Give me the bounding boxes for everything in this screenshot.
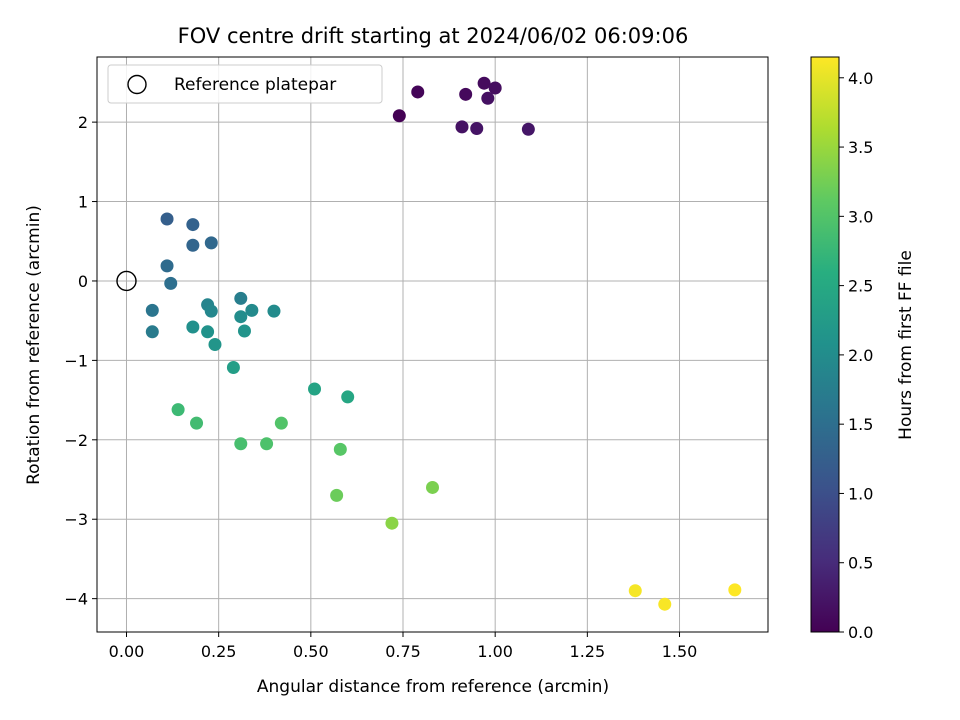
- colorbar-gradient: [810, 56, 840, 633]
- data-point: [267, 304, 281, 318]
- data-point: [330, 488, 344, 502]
- x-axis-ticks: 0.00 0.25 0.50 0.75 1.00 1.25 1.50: [109, 632, 698, 661]
- y-tick-label: −4: [64, 590, 88, 609]
- data-point: [145, 303, 159, 317]
- data-point: [171, 403, 185, 417]
- y-tick-label: −3: [64, 510, 88, 529]
- data-point: [186, 238, 200, 252]
- x-tick-label: 0.75: [385, 642, 421, 661]
- data-point: [341, 390, 355, 404]
- data-point: [333, 442, 347, 456]
- colorbar-ticks: 0.0 0.5 1.0 1.5 2.0 2.5 3.0 3.5 4.0: [839, 69, 873, 642]
- data-point: [470, 121, 484, 135]
- data-point: [190, 416, 204, 430]
- data-points: [116, 76, 742, 611]
- data-point: [521, 122, 535, 136]
- data-point: [234, 310, 248, 324]
- data-point: [658, 597, 672, 611]
- x-tick-label: 1.00: [477, 642, 513, 661]
- x-tick-label: 1.50: [662, 642, 698, 661]
- data-point: [411, 85, 425, 99]
- colorbar-tick-label: 3.0: [848, 207, 873, 226]
- y-axis-label: Rotation from reference (arcmin): [24, 205, 44, 485]
- data-point: [226, 361, 240, 375]
- data-point: [274, 416, 288, 430]
- legend-label: Reference platepar: [174, 75, 336, 95]
- data-point: [459, 87, 473, 101]
- data-point: [160, 259, 174, 273]
- x-tick-label: 0.00: [109, 642, 145, 661]
- data-point: [201, 325, 215, 339]
- data-point: [208, 338, 222, 351]
- y-tick-label: 2: [78, 113, 88, 132]
- data-point: [237, 324, 251, 338]
- data-point: [477, 76, 491, 90]
- data-point: [145, 325, 159, 339]
- data-point: [164, 276, 178, 290]
- y-tick-label: 0: [78, 272, 88, 291]
- colorbar-tick-label: 0.5: [848, 554, 873, 573]
- grid-lines: [97, 57, 768, 632]
- y-tick-label: −1: [64, 351, 88, 370]
- data-point: [628, 584, 642, 598]
- plot-frame: [96, 56, 769, 633]
- y-tick-label: −2: [64, 431, 88, 450]
- data-point: [234, 291, 248, 305]
- data-point: [186, 218, 200, 232]
- data-point: [234, 437, 248, 451]
- data-point: [481, 91, 495, 105]
- y-axis-ticks: −4 −3 −2 −1 0 1 2: [64, 113, 97, 609]
- colorbar-tick-label: 2.5: [848, 277, 873, 296]
- colorbar-tick-label: 4.0: [848, 69, 873, 88]
- data-point: [245, 303, 259, 317]
- colorbar-tick-label: 0.0: [848, 623, 873, 642]
- data-point: [426, 480, 439, 494]
- colorbar-tick-label: 1.0: [848, 484, 873, 503]
- y-tick-label: 1: [78, 193, 88, 212]
- colorbar-tick-label: 2.0: [848, 346, 873, 365]
- colorbar-tick-label: 1.5: [848, 415, 873, 434]
- data-point: [455, 120, 469, 134]
- x-axis-label: Angular distance from reference (arcmin): [257, 677, 609, 697]
- x-tick-label: 0.25: [201, 642, 237, 661]
- data-point: [728, 583, 742, 597]
- legend: Reference platepar: [107, 64, 383, 104]
- legend-marker-open-circle: [127, 74, 147, 95]
- chart-title: FOV centre drift starting at 2024/06/02 …: [178, 24, 689, 48]
- colorbar-tick-label: 3.5: [848, 138, 873, 157]
- x-tick-label: 1.25: [570, 642, 606, 661]
- legend-box: [107, 64, 383, 104]
- data-point: [385, 516, 399, 530]
- reference-platepar-marker: [116, 270, 137, 292]
- data-point: [260, 437, 274, 451]
- colorbar-label: Hours from first FF file: [896, 250, 916, 440]
- colorbar: 0.0 0.5 1.0 1.5 2.0 2.5 3.0 3.5 4.0 Hours from f…: [810, 56, 916, 642]
- data-point: [186, 320, 200, 334]
- data-point: [204, 304, 218, 318]
- x-tick-label: 0.50: [293, 642, 329, 661]
- data-point: [160, 212, 174, 226]
- data-point: [308, 382, 322, 396]
- data-point: [204, 236, 218, 250]
- data-point: [488, 81, 502, 95]
- data-point: [392, 109, 406, 123]
